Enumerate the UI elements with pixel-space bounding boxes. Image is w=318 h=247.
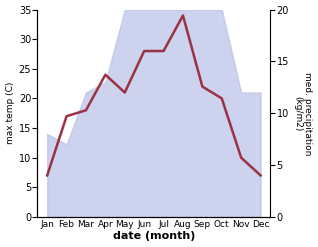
Y-axis label: med. precipitation
(kg/m2): med. precipitation (kg/m2) xyxy=(293,72,313,155)
Y-axis label: max temp (C): max temp (C) xyxy=(5,82,15,144)
X-axis label: date (month): date (month) xyxy=(113,231,195,242)
